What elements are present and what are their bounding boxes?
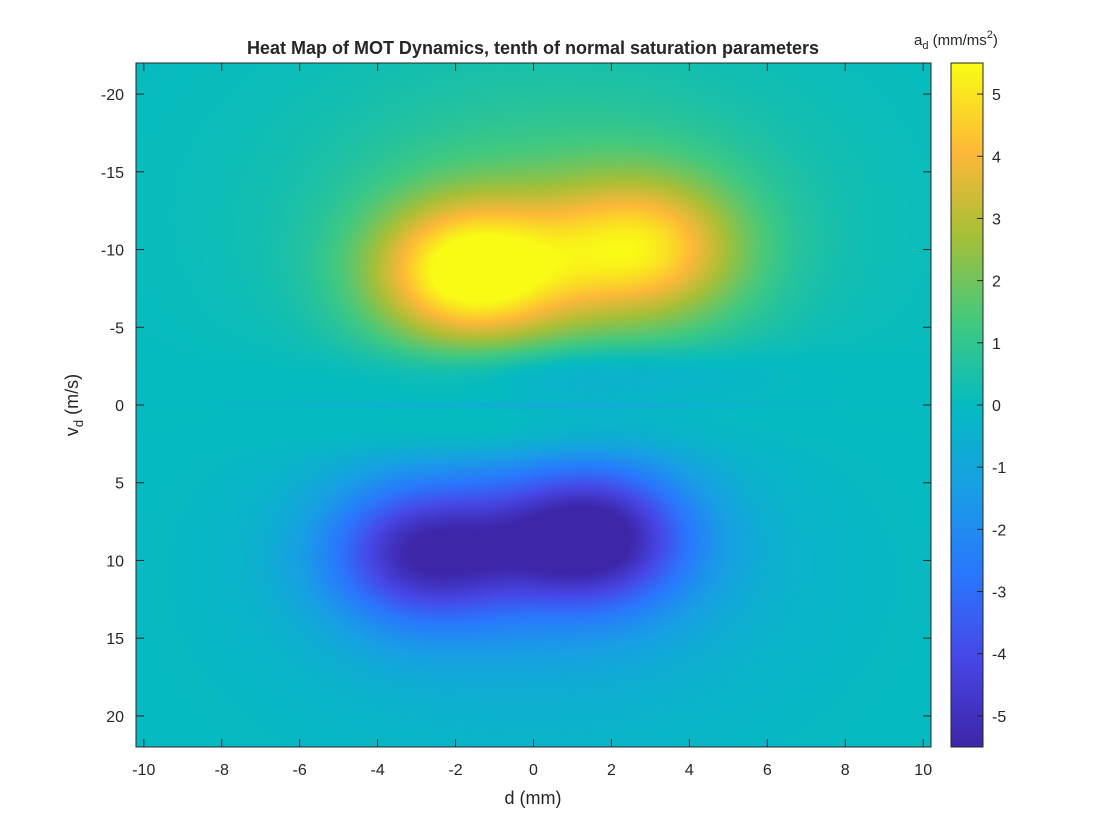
y-tick-label: 10 <box>106 553 124 570</box>
colorbar-tick-label: -1 <box>992 460 1006 477</box>
y-tick-label: -10 <box>101 243 124 260</box>
x-tick-label: 4 <box>685 762 694 779</box>
x-axis: -10 -8 -6 -4 -2 0 2 4 6 8 10 <box>132 63 932 779</box>
y-tick-label: -15 <box>101 165 124 182</box>
y-axis-title: vd (m/s) <box>62 374 86 436</box>
y-tick-label: 0 <box>115 398 124 415</box>
y-axis: -20 -15 -10 -5 0 5 10 15 20 <box>101 87 931 726</box>
colorbar-tick-label: 0 <box>992 398 1001 415</box>
chart-title: Heat Map of MOT Dynamics, tenth of norma… <box>247 38 819 58</box>
x-tick-label: 10 <box>914 762 932 779</box>
heatmap-image <box>136 63 931 747</box>
x-tick-label: -10 <box>132 762 155 779</box>
colorbar-tick-label: 2 <box>992 274 1001 291</box>
colorbar-tick-label: -2 <box>992 522 1006 539</box>
colorbar-tick-label: 4 <box>992 149 1001 166</box>
colorbar-axis: -5 -4 -3 -2 -1 0 1 2 3 4 5 <box>977 87 1006 726</box>
x-tick-label: 8 <box>841 762 850 779</box>
y-tick-label: 5 <box>115 476 124 493</box>
x-tick-label: -8 <box>215 762 229 779</box>
colorbar-tick-label: -5 <box>992 709 1006 726</box>
y-tick-label: 20 <box>106 709 124 726</box>
x-tick-label: -2 <box>448 762 462 779</box>
y-tick-label: -20 <box>101 87 124 104</box>
y-tick-label: 15 <box>106 631 124 648</box>
colorbar-tick-label: 3 <box>992 211 1001 228</box>
x-tick-label: -4 <box>371 762 385 779</box>
colorbar-tick-label: 1 <box>992 336 1001 353</box>
colorbar-tick-label: -4 <box>992 647 1006 664</box>
x-tick-label: 0 <box>529 762 538 779</box>
x-tick-label: 2 <box>607 762 616 779</box>
x-tick-label: -6 <box>293 762 307 779</box>
x-axis-title: d (mm) <box>505 788 562 808</box>
colorbar-label: ad (mm/ms2) <box>914 29 998 52</box>
colorbar-tick-label: 5 <box>992 87 1001 104</box>
colorbar-tick-label: -3 <box>992 585 1006 602</box>
y-tick-label: -5 <box>110 320 124 337</box>
x-tick-label: 6 <box>763 762 772 779</box>
